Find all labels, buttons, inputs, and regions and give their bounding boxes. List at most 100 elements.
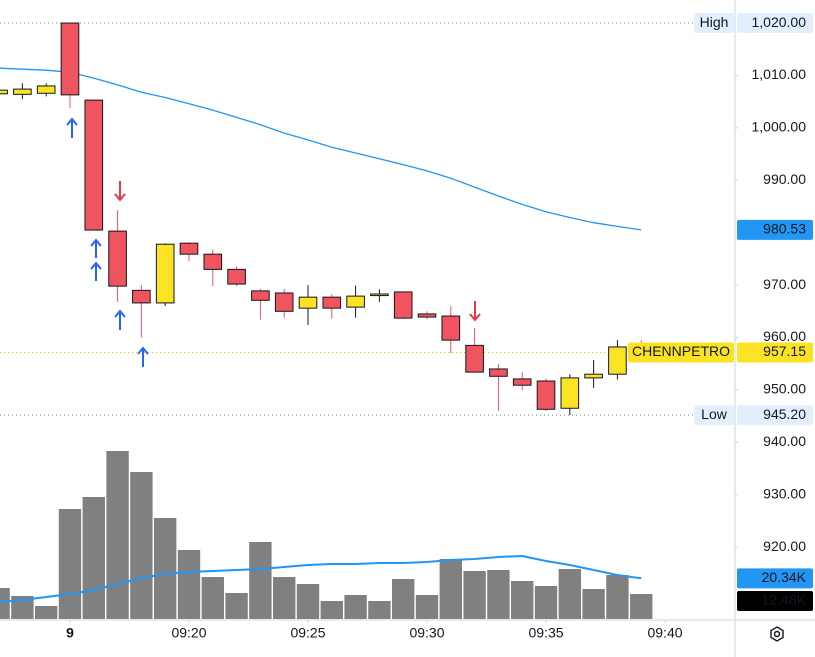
volume-ma-badge-bg: [737, 568, 813, 589]
candle-body: [465, 344, 484, 373]
volume-bar: [630, 594, 653, 619]
volume-bar: [558, 569, 582, 619]
low-badge-tag: Low: [701, 406, 728, 422]
volume-bar: [82, 497, 105, 619]
candle-body: [489, 368, 508, 377]
volume-bar: [201, 577, 224, 619]
volume-bar: [487, 570, 510, 619]
y-tick-label: 1,010.00: [752, 66, 807, 82]
volume-bar: [296, 584, 320, 619]
candle-body: [417, 313, 437, 318]
volume-bar: [368, 601, 391, 619]
x-tick-label: 09:20: [171, 625, 206, 641]
volume-bar: [320, 601, 343, 619]
volume-bar: [273, 577, 296, 619]
volume-bar: [392, 579, 415, 619]
volume-badge-label: 12.48K: [762, 592, 807, 608]
y-tick-label: 960.00: [763, 328, 806, 344]
volume-bar: [439, 559, 462, 619]
buy-arrow: [90, 261, 102, 281]
volume-bar: [534, 586, 558, 619]
candle-body: [0, 89, 8, 95]
y-tick-label: 940.00: [763, 433, 806, 449]
candle-body: [84, 99, 104, 231]
candle-body: [203, 253, 223, 270]
volume-bar: [606, 575, 629, 619]
x-tick-label: 9: [66, 625, 74, 641]
y-tick-label: 950.00: [763, 381, 806, 397]
volume-bar: [177, 550, 201, 619]
sell-arrow: [469, 301, 481, 322]
volume-bar: [344, 595, 367, 619]
volume-bar: [106, 451, 129, 619]
candle-body: [155, 243, 175, 304]
candle-body: [60, 22, 80, 96]
candle-body: [132, 289, 151, 304]
volume-ma-line: [0, 554, 642, 603]
candle-body: [512, 378, 532, 386]
candle-body: [13, 88, 32, 95]
volume-bar: [225, 593, 248, 619]
ma-line: [0, 67, 642, 231]
candle-body: [393, 291, 413, 319]
buy-arrow: [137, 346, 149, 367]
x-tick-label: 09:30: [409, 625, 444, 641]
buy-arrow: [66, 117, 78, 138]
x-tick-label: 09:25: [290, 625, 325, 641]
ma-badge-label: 980.53: [763, 221, 806, 237]
sell-arrow: [114, 181, 126, 202]
volume-bar: [582, 589, 605, 619]
volume-bar: [0, 588, 10, 619]
candle-body: [536, 380, 556, 410]
candle-body: [370, 293, 389, 297]
candle-body: [108, 230, 127, 287]
y-tick-label: 990.00: [763, 171, 806, 187]
settings-center[interactable]: [773, 630, 781, 638]
candle-body: [274, 292, 294, 312]
y-tick-label: 920.00: [763, 538, 806, 554]
candle-body: [251, 290, 270, 301]
buy-arrow: [90, 238, 102, 258]
last-price-badge-label: 957.15: [763, 343, 806, 359]
ma-badge-bg: [737, 219, 813, 240]
volume-bar: [153, 518, 177, 619]
volume-bar: [11, 596, 34, 619]
candle-body: [227, 268, 246, 285]
volume-ma-badge-label: 20.34K: [762, 569, 807, 585]
candle-body: [322, 296, 342, 309]
candle-body: [346, 295, 365, 308]
last-price-badge-tag: CHENNPETRO: [632, 343, 730, 359]
high-badge-bg: [737, 13, 813, 34]
low-badge-tag-bg: [694, 405, 734, 426]
y-tick-label: 1,000.00: [752, 119, 807, 135]
x-tick-label: 09:40: [647, 625, 682, 641]
high-badge-label: 1,020.00: [752, 14, 807, 30]
signal-arrows: [66, 117, 481, 367]
last-price-badge-tag-bg: [628, 342, 734, 363]
candle-body: [36, 85, 56, 94]
buy-arrow: [114, 309, 126, 330]
volume-bar: [463, 571, 486, 619]
volume-badge-bg: [737, 591, 813, 612]
volume-bar: [511, 581, 534, 619]
candle-body: [441, 315, 461, 341]
candle-body: [584, 373, 603, 379]
high-badge-tag-bg: [694, 13, 734, 34]
settings-hexagon[interactable]: [770, 626, 784, 642]
candle-body: [560, 377, 580, 409]
volume-bar: [415, 595, 439, 619]
candle-body: [608, 346, 627, 375]
volume-bar: [249, 542, 272, 619]
volume-bar: [58, 509, 82, 619]
settings-icon[interactable]: [770, 626, 784, 642]
low-badge-bg: [737, 405, 813, 426]
last-price-badge-bg: [737, 342, 813, 363]
candle-body: [298, 296, 318, 309]
candle-body: [179, 242, 199, 255]
y-tick-label: 970.00: [763, 276, 806, 292]
y-tick-label: 930.00: [763, 485, 806, 501]
x-tick-label: 09:35: [528, 625, 563, 641]
volume-bar: [34, 606, 58, 619]
volume-bar: [130, 472, 153, 619]
